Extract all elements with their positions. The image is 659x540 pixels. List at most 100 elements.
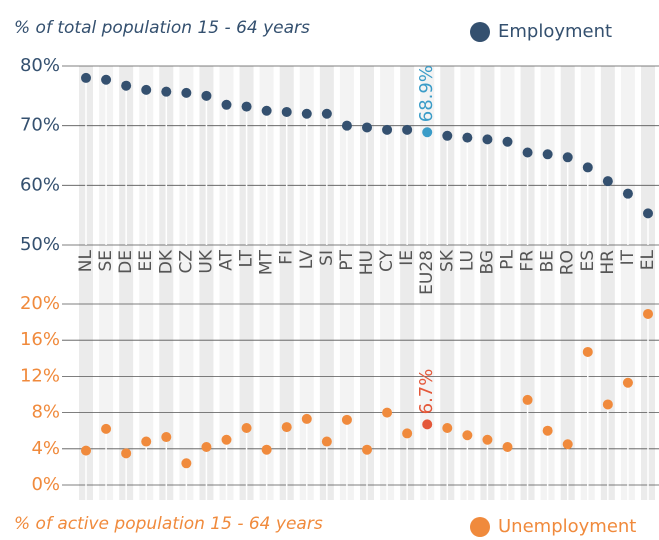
dot bbox=[643, 208, 653, 219]
dot bbox=[602, 176, 613, 187]
dot bbox=[482, 134, 493, 145]
x-tick-label: PT bbox=[337, 249, 357, 270]
stripe bbox=[580, 66, 595, 500]
dot bbox=[602, 399, 613, 410]
dot bbox=[522, 394, 533, 405]
dot bbox=[141, 84, 152, 95]
dot bbox=[362, 122, 372, 133]
y-tick-label: 60% bbox=[20, 174, 60, 195]
stripes bbox=[79, 66, 655, 500]
dot bbox=[643, 308, 653, 319]
stripe bbox=[360, 66, 374, 500]
dot bbox=[181, 87, 192, 98]
stripe bbox=[159, 66, 174, 500]
dot bbox=[422, 127, 433, 138]
x-tick-label: CY bbox=[377, 249, 397, 272]
dot bbox=[341, 414, 352, 425]
x-tick-label: EL bbox=[638, 249, 658, 270]
dot bbox=[101, 74, 112, 85]
legend-swatch bbox=[470, 517, 490, 537]
top-title: % of total population 15 - 64 years bbox=[14, 18, 310, 38]
dot bbox=[562, 152, 573, 163]
y-tick-label: 20% bbox=[20, 293, 60, 314]
dot bbox=[241, 101, 252, 112]
dot bbox=[241, 422, 252, 433]
dot bbox=[462, 430, 473, 441]
dot bbox=[101, 423, 112, 434]
stripe bbox=[79, 66, 93, 500]
stripe bbox=[259, 66, 274, 500]
dot bbox=[482, 434, 493, 445]
dot bbox=[422, 419, 433, 430]
stripe bbox=[380, 66, 395, 500]
dot bbox=[582, 162, 593, 173]
x-tick-label: NL bbox=[76, 249, 96, 272]
dot bbox=[442, 130, 453, 141]
y-tick-label: 70% bbox=[20, 115, 60, 136]
stripe bbox=[420, 66, 435, 500]
dot bbox=[622, 377, 633, 388]
stripe bbox=[620, 66, 635, 500]
dot bbox=[221, 434, 232, 445]
dot bbox=[462, 132, 473, 143]
y-tick-label: 50% bbox=[20, 234, 60, 255]
dot bbox=[121, 80, 132, 91]
x-tick-label: EE bbox=[136, 250, 156, 271]
dot bbox=[301, 413, 312, 424]
stripe bbox=[339, 66, 354, 500]
stripe bbox=[179, 66, 194, 500]
dot bbox=[161, 432, 172, 443]
dot bbox=[281, 422, 292, 433]
x-tick-label: RO bbox=[558, 250, 578, 275]
legend-label: Unemployment bbox=[498, 516, 636, 537]
x-tick-label: HU bbox=[357, 250, 377, 275]
dot bbox=[542, 425, 553, 436]
dot bbox=[301, 108, 312, 119]
dot bbox=[121, 448, 132, 459]
dot bbox=[382, 407, 393, 418]
dot bbox=[341, 120, 352, 131]
dot bbox=[281, 106, 292, 117]
stripe bbox=[199, 66, 214, 500]
x-tick-label: SE bbox=[96, 250, 116, 272]
legend-swatch bbox=[470, 22, 490, 42]
bottom-title: % of active population 15 - 64 years bbox=[14, 514, 323, 534]
dot bbox=[442, 422, 453, 433]
stripe bbox=[480, 66, 495, 500]
stripe bbox=[440, 66, 455, 500]
x-tick-label: IE bbox=[397, 250, 417, 266]
dot bbox=[622, 188, 633, 199]
dot bbox=[201, 90, 212, 101]
x-tick-label: IT bbox=[618, 249, 638, 265]
x-tick-label: PL bbox=[498, 249, 518, 269]
x-tick-label: DK bbox=[156, 249, 176, 274]
dot bbox=[161, 86, 172, 97]
x-tick-label: SK bbox=[437, 249, 457, 272]
legend-label: Employment bbox=[498, 21, 612, 42]
y-tick-label: 80% bbox=[20, 55, 60, 76]
stripe bbox=[319, 66, 334, 500]
stripe bbox=[641, 66, 655, 500]
stripe bbox=[600, 66, 615, 500]
dot bbox=[201, 441, 212, 452]
stripe bbox=[560, 66, 575, 500]
x-tick-label: BE bbox=[538, 250, 558, 272]
dot bbox=[542, 149, 553, 160]
dot bbox=[181, 458, 192, 469]
x-tick-label: FR bbox=[518, 250, 538, 272]
dot bbox=[261, 444, 272, 455]
x-tick-label: LV bbox=[297, 250, 317, 270]
y-tick-label: 16% bbox=[20, 329, 60, 350]
dot bbox=[582, 346, 593, 357]
x-tick-label: LU bbox=[457, 250, 477, 271]
value-label: 68.9% bbox=[416, 65, 437, 122]
stripe bbox=[520, 66, 535, 500]
x-tick-label: HR bbox=[598, 250, 618, 275]
dot bbox=[402, 428, 413, 439]
dot bbox=[81, 445, 91, 456]
x-tick-label: BG bbox=[477, 250, 497, 275]
dot bbox=[261, 105, 272, 116]
stripe bbox=[239, 66, 254, 500]
dot bbox=[522, 147, 533, 158]
